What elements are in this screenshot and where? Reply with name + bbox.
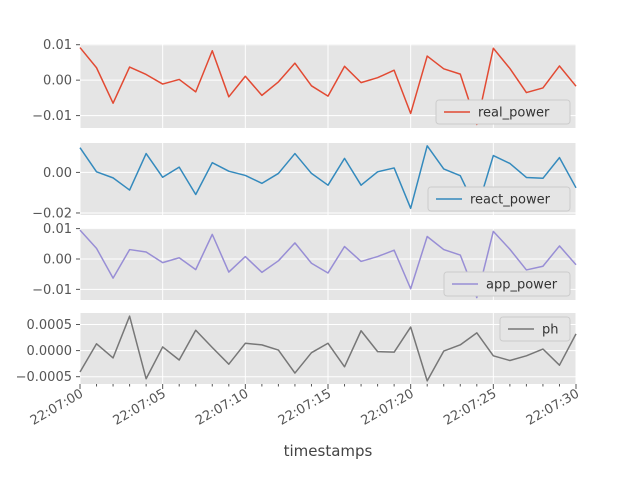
y-tick-label: −0.0005 — [16, 370, 72, 385]
x-tick-label: 22:07:20 — [359, 386, 417, 428]
legend-label: real_power — [478, 106, 550, 121]
y-tick-label: 0.01 — [43, 222, 72, 237]
y-tick-label: −0.02 — [32, 206, 72, 221]
legend-box — [427, 186, 571, 212]
subplots: 0.01 0.00 −0.01 real_power 0.00 −0.02 react_po… — [16, 38, 577, 385]
series-line-react_power — [79, 145, 577, 211]
y-tick-label: 0.00 — [43, 252, 72, 267]
legend-box — [499, 316, 571, 342]
y-tick-label: −0.01 — [32, 109, 72, 124]
legend-box — [435, 99, 571, 125]
legend-label: react_power — [470, 193, 551, 208]
legend: real_power — [435, 99, 571, 125]
x-tick-labels: 22:07:00 22:07:05 22:07:10 22:07:15 22:07:20… — [28, 384, 582, 429]
y-tick-label: 0.0005 — [27, 318, 73, 333]
y-tick-label: 0.0000 — [27, 344, 73, 359]
x-tick-label: 22:07:05 — [111, 386, 169, 428]
subplot-app_power: 0.01 0.00 −0.01 app_power — [32, 222, 577, 300]
y-tick-label: −0.01 — [32, 283, 72, 298]
subplot-ph: 0.0005 0.0000 −0.0005 ph — [16, 313, 577, 385]
legend-box — [443, 271, 571, 297]
series-line-app_power — [79, 229, 577, 299]
x-tick-label: 22:07:15 — [276, 386, 334, 428]
legend: app_power — [443, 271, 571, 297]
legend-label: app_power — [486, 278, 558, 293]
y-tick-label: 0.00 — [43, 74, 72, 89]
x-tick-label: 22:07:25 — [441, 386, 499, 428]
x-axis-label: timestamps — [284, 442, 373, 460]
y-tick-label: 0.01 — [43, 38, 72, 53]
x-tick-label: 22:07:10 — [193, 386, 251, 428]
series-line-ph — [79, 315, 577, 382]
legend: react_power — [427, 186, 571, 212]
subplot-react_power: 0.00 −0.02 react_power — [32, 143, 577, 221]
series-line-real_power — [79, 47, 577, 126]
legend-label: ph — [542, 323, 559, 338]
x-tick-label: 22:07:30 — [524, 386, 582, 428]
legend: ph — [499, 316, 571, 342]
y-tick-label: 0.00 — [43, 166, 72, 181]
subplot-real_power: 0.01 0.00 −0.01 real_power — [32, 38, 577, 128]
x-tick-label: 22:07:00 — [28, 386, 86, 428]
